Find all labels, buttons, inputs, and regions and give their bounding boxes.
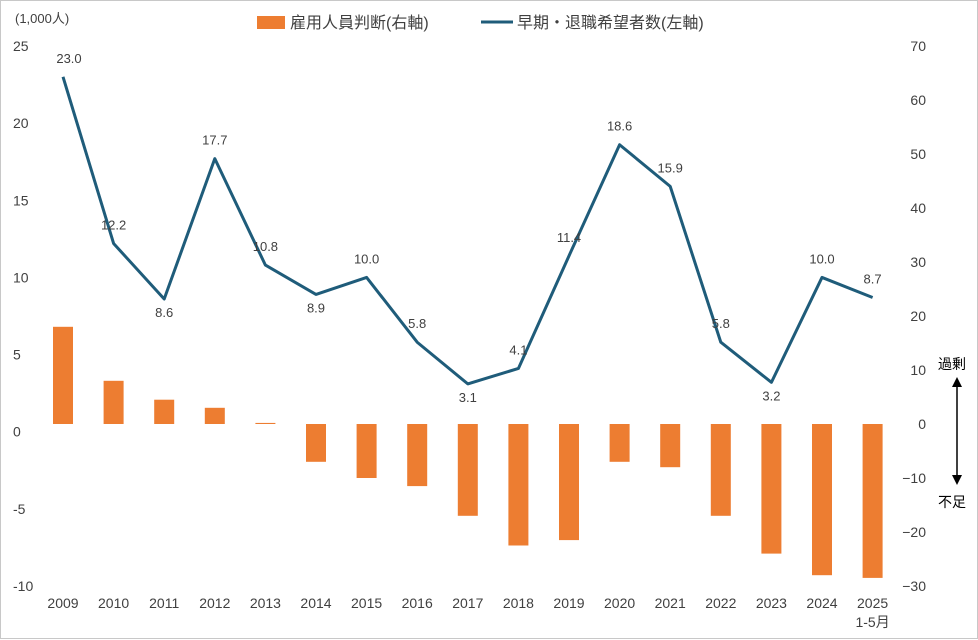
line-data-label: 8.9 bbox=[307, 300, 325, 315]
x-tick-label: 2013 bbox=[250, 595, 281, 611]
line-data-label: 23.0 bbox=[56, 51, 81, 66]
bar bbox=[103, 380, 124, 424]
x-tick-label: 2024 bbox=[806, 595, 837, 611]
line-data-label: 5.8 bbox=[712, 316, 730, 331]
bar bbox=[508, 424, 529, 546]
annotation-shortage: 不足 bbox=[938, 494, 966, 510]
x-tick-label: 2018 bbox=[503, 595, 534, 611]
line-path bbox=[61, 76, 874, 386]
right-tick-label: 40 bbox=[910, 200, 926, 216]
line-series bbox=[61, 76, 874, 386]
line-data-label: 10.0 bbox=[354, 251, 379, 266]
left-tick-label: 20 bbox=[13, 115, 29, 131]
x-tick-label: 2022 bbox=[705, 595, 736, 611]
line-data-label: 5.8 bbox=[408, 316, 426, 331]
data-labels: 23.0 12.2 8.6 17.7 10.8 8.9 10.0 5.8 3.1 4.1 11.4 1… bbox=[56, 51, 881, 405]
right-tick-label: 20 bbox=[910, 308, 926, 324]
x-tick-label: 2009 bbox=[47, 595, 78, 611]
annotation-surplus: 過剰 bbox=[938, 356, 966, 372]
x-tick-label: 2012 bbox=[199, 595, 230, 611]
x-tick-label: 2019 bbox=[553, 595, 584, 611]
line-data-label: 10.0 bbox=[809, 251, 834, 266]
bar bbox=[710, 424, 731, 516]
bar bbox=[356, 424, 377, 478]
right-tick-label: 0 bbox=[918, 416, 926, 432]
left-axis-unit-label: (1,000人) bbox=[15, 11, 69, 26]
left-tick-label: 15 bbox=[13, 192, 29, 208]
x-tick-label: 2017 bbox=[452, 595, 483, 611]
bar bbox=[812, 424, 832, 576]
x-tick-label: 2010 bbox=[98, 595, 129, 611]
x-axis-ticks: 2009 2010 2011 2012 2013 2014 2015 2016 2017 2018… bbox=[47, 595, 889, 630]
bar bbox=[660, 424, 681, 468]
right-tick-label: −30 bbox=[902, 578, 926, 594]
line-data-label: 8.7 bbox=[864, 271, 882, 286]
x-tick-label: 2025 1-5月 bbox=[855, 595, 889, 630]
x-tick-label: 2015 bbox=[351, 595, 382, 611]
left-tick-label: 25 bbox=[13, 38, 29, 54]
right-tick-label: 60 bbox=[910, 92, 926, 108]
right-tick-label: −10 bbox=[902, 470, 926, 486]
annotation-arrow-down-icon bbox=[952, 475, 962, 485]
bar bbox=[407, 424, 428, 487]
left-tick-label: 0 bbox=[13, 424, 21, 440]
right-tick-label: −20 bbox=[902, 524, 926, 540]
line-data-label: 3.1 bbox=[459, 390, 477, 405]
bar bbox=[154, 399, 175, 424]
x-tick-label: 2023 bbox=[756, 595, 787, 611]
left-axis-ticks: 25 20 15 10 5 0 -5 -10 bbox=[13, 38, 33, 594]
line-data-label: 18.6 bbox=[607, 119, 632, 134]
bar bbox=[559, 424, 579, 541]
legend-label-bar: 雇用人員判断(右軸) bbox=[290, 14, 429, 32]
bar bbox=[862, 424, 883, 578]
bar bbox=[306, 424, 326, 462]
left-tick-label: 5 bbox=[13, 347, 21, 363]
bar bbox=[761, 424, 782, 554]
line-data-label: 10.8 bbox=[253, 239, 278, 254]
right-tick-label: 30 bbox=[910, 254, 926, 270]
bar bbox=[457, 424, 478, 516]
bar bbox=[255, 422, 276, 424]
bar bbox=[53, 326, 73, 424]
left-tick-label: -5 bbox=[13, 501, 26, 517]
x-tick-label: 2014 bbox=[300, 595, 331, 611]
line-data-label: 15.9 bbox=[658, 160, 683, 175]
bar bbox=[609, 424, 630, 462]
line-data-label: 12.2 bbox=[101, 217, 126, 232]
legend-label-line: 早期・退職希望者数(左軸) bbox=[517, 14, 704, 32]
bar bbox=[204, 407, 225, 424]
right-tick-label: 70 bbox=[910, 38, 926, 54]
line-data-label: 8.6 bbox=[155, 305, 173, 320]
bar-series bbox=[53, 326, 883, 578]
right-axis-ticks: 70 60 50 40 30 20 10 0 −10 −20 −30 bbox=[902, 38, 926, 594]
x-tick-label: 2016 bbox=[402, 595, 433, 611]
line-data-label: 4.1 bbox=[509, 342, 527, 357]
left-tick-label: -10 bbox=[13, 578, 33, 594]
line-data-label: 3.2 bbox=[762, 388, 780, 403]
x-tick-label: 2021 bbox=[655, 595, 686, 611]
line-data-label: 17.7 bbox=[202, 133, 227, 148]
right-tick-label: 50 bbox=[910, 146, 926, 162]
line-data-label: 11.4 bbox=[557, 230, 581, 245]
right-tick-label: 10 bbox=[910, 362, 926, 378]
x-tick-label: 2020 bbox=[604, 595, 635, 611]
annotation-arrow-up-icon bbox=[952, 377, 962, 387]
legend-swatch-bar bbox=[257, 16, 285, 29]
left-tick-label: 10 bbox=[13, 269, 29, 285]
x-tick-label: 2011 bbox=[149, 595, 179, 611]
